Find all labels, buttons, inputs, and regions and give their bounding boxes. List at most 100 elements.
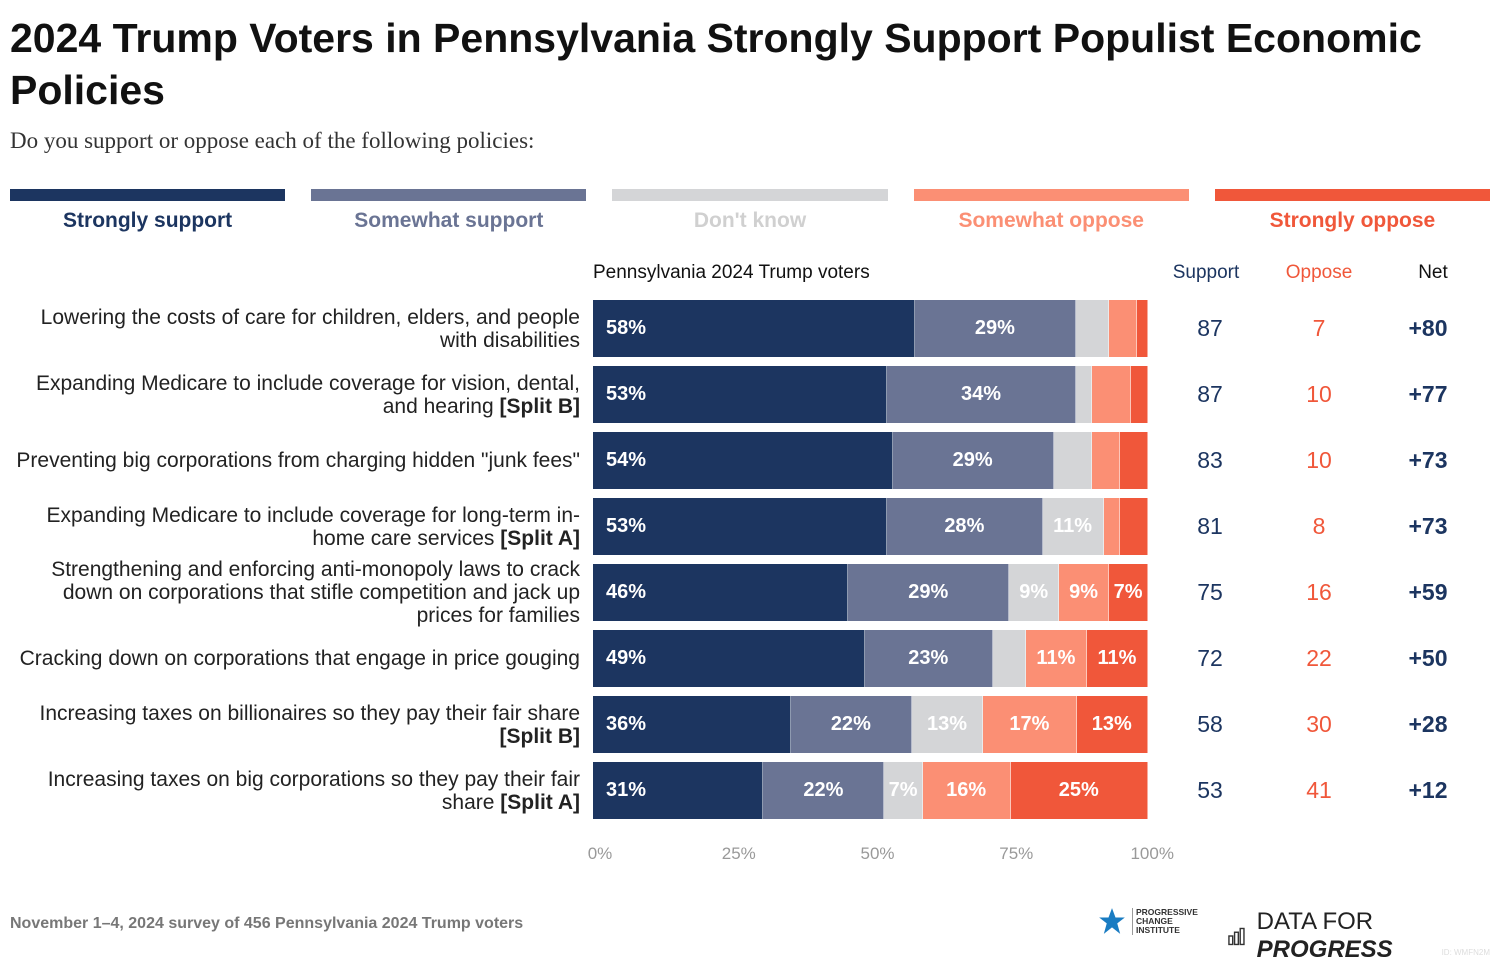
legend-label: Strongly support	[63, 209, 233, 232]
data-label: 29	[908, 581, 931, 603]
bar-segment-somewhat-oppose: 16%	[922, 762, 1011, 819]
chart-id: ID: WMFN2M	[1441, 948, 1490, 957]
data-label: 25	[1058, 779, 1082, 801]
bar-segment-don-t-know	[1075, 366, 1093, 423]
data-label: 34	[960, 383, 984, 405]
data-label: 11	[1053, 515, 1075, 537]
oppose-value: 16	[1306, 579, 1332, 605]
stacked-bar: 49% 23% 11% 11%	[593, 630, 1148, 687]
bar-segment-don-t-know: 9%	[1009, 564, 1060, 621]
stacked-bar: 53% 34%	[593, 366, 1148, 423]
chart-row: Expanding Medicare to include coverage f…	[0, 498, 1500, 555]
policy-text: Increasing taxes on big corporations so …	[47, 767, 580, 814]
policy-text: Strengthening and enforcing anti-monopol…	[51, 558, 580, 627]
bar-segment-strongly-support: 36%	[593, 696, 791, 753]
data-label: 46	[606, 581, 629, 603]
net-value: +77	[1408, 381, 1448, 407]
support-value: 53	[1197, 777, 1223, 803]
dfp-text-bold: PROGRESS	[1256, 936, 1393, 963]
bar-segment-somewhat-oppose	[1109, 300, 1137, 357]
bar-segment-strongly-support: 58%	[593, 300, 915, 357]
bar-segment-strongly-oppose	[1120, 432, 1148, 489]
x-tick-label: 75%	[999, 844, 1034, 863]
bar-segment-don-t-know	[1053, 432, 1093, 489]
data-label: 23	[908, 647, 931, 669]
bar-segment-strongly-oppose	[1131, 366, 1148, 423]
bar-segment-somewhat-support: 22%	[790, 696, 912, 753]
net-value: +80	[1408, 315, 1448, 341]
legend-item: Somewhat oppose	[913, 189, 1189, 233]
bar-segment-somewhat-support: 34%	[887, 366, 1076, 423]
stacked-bar: 58% 29%	[593, 300, 1148, 357]
net-header: Net	[1418, 262, 1448, 283]
oppose-value: 7	[1312, 315, 1326, 341]
bar-segment-somewhat-support: 23%	[864, 630, 993, 687]
chart-row: Increasing taxes on billionaires so they…	[0, 696, 1500, 753]
split-tag: [Split B]	[499, 724, 580, 748]
bar-segment-strongly-support: 54%	[593, 432, 893, 489]
policy-text: Lowering the costs of care for children,…	[40, 305, 580, 352]
group-label: Pennsylvania 2024 Trump voters	[593, 262, 870, 283]
chart-subtitle: Do you support or oppose each of the fol…	[10, 128, 535, 153]
data-label: 29	[952, 449, 975, 471]
data-label: 9	[1019, 581, 1031, 603]
row-label: Increasing taxes on big corporations so …	[10, 762, 580, 819]
support-value: 83	[1197, 447, 1223, 473]
policy-text: Preventing big corporations from chargin…	[16, 449, 580, 472]
legend-swatch	[1214, 189, 1491, 201]
support-value: 72	[1197, 645, 1223, 671]
bar-segment-don-t-know: 13%	[911, 696, 984, 753]
bar-segment-strongly-support: 46%	[593, 564, 849, 621]
data-label: 22	[803, 779, 826, 801]
policy-text: Expanding Medicare to include coverage f…	[36, 371, 580, 418]
oppose-value: 8	[1312, 513, 1326, 539]
data-label: 31	[606, 779, 629, 801]
bar-segment-strongly-oppose	[1120, 498, 1148, 555]
stacked-bar: 54% 29%	[593, 432, 1148, 489]
bar-segment-strongly-oppose: 13%	[1076, 696, 1148, 753]
bar-segment-somewhat-oppose: 17%	[983, 696, 1077, 753]
stacked-bar: 53% 28% 11%	[593, 498, 1148, 555]
chart-row: Strengthening and enforcing anti-monopol…	[0, 558, 1500, 627]
pci-text: PROGRESSIVE CHANGE INSTITUTE	[1132, 907, 1202, 935]
chart-row: Preventing big corporations from chargin…	[0, 432, 1500, 489]
oppose-value: 41	[1306, 777, 1332, 803]
chart-row: Increasing taxes on big corporations so …	[0, 762, 1500, 819]
row-label: Increasing taxes on billionaires so they…	[10, 696, 580, 753]
bar-segment-strongly-oppose: 25%	[1010, 762, 1148, 819]
split-tag: [Split A]	[500, 790, 580, 814]
legend-swatch	[311, 189, 587, 201]
bar-segment-strongly-support: 49%	[593, 630, 865, 687]
bar-segment-somewhat-support: 28%	[887, 498, 1043, 555]
net-value: +59	[1408, 579, 1448, 605]
split-tag: [Split A]	[500, 526, 580, 550]
bar-segment-strongly-support: 53%	[593, 366, 888, 423]
bar-segment-don-t-know	[992, 630, 1026, 687]
oppose-value: 22	[1306, 645, 1332, 671]
row-label: Preventing big corporations from chargin…	[10, 432, 580, 489]
bar-segment-somewhat-oppose: 9%	[1059, 564, 1110, 621]
bar-segment-somewhat-oppose	[1103, 498, 1121, 555]
data-label: 49	[606, 647, 629, 669]
legend-label: Somewhat support	[354, 209, 544, 232]
stacked-bar: 31% 22% 7% 16% 25%	[593, 762, 1148, 819]
policy-text: Cracking down on corporations that engag…	[19, 647, 580, 670]
policy-text: Increasing taxes on billionaires so they…	[39, 701, 580, 725]
legend-swatch	[10, 189, 286, 201]
legend-item: Strongly support	[10, 189, 286, 233]
data-label: 7	[888, 779, 900, 801]
row-label: Expanding Medicare to include coverage f…	[10, 498, 580, 555]
row-label: Cracking down on corporations that engag…	[10, 630, 580, 687]
data-label: 17	[1009, 713, 1032, 735]
bar-segment-somewhat-support: 22%	[763, 762, 885, 819]
bar-segment-don-t-know	[1075, 300, 1110, 357]
bar-segment-somewhat-oppose: 11%	[1025, 630, 1087, 687]
split-tag: [Split B]	[499, 394, 580, 418]
net-value: +12	[1408, 777, 1448, 803]
chart-row: Expanding Medicare to include coverage f…	[0, 366, 1500, 423]
bar-segment-don-t-know: 7%	[884, 762, 923, 819]
dfp-logo: DATA FOR PROGRESS	[1228, 908, 1500, 964]
x-tick-label: 100%	[1130, 844, 1174, 863]
data-label: 7	[1113, 581, 1125, 603]
legend-label: Somewhat oppose	[958, 209, 1144, 232]
